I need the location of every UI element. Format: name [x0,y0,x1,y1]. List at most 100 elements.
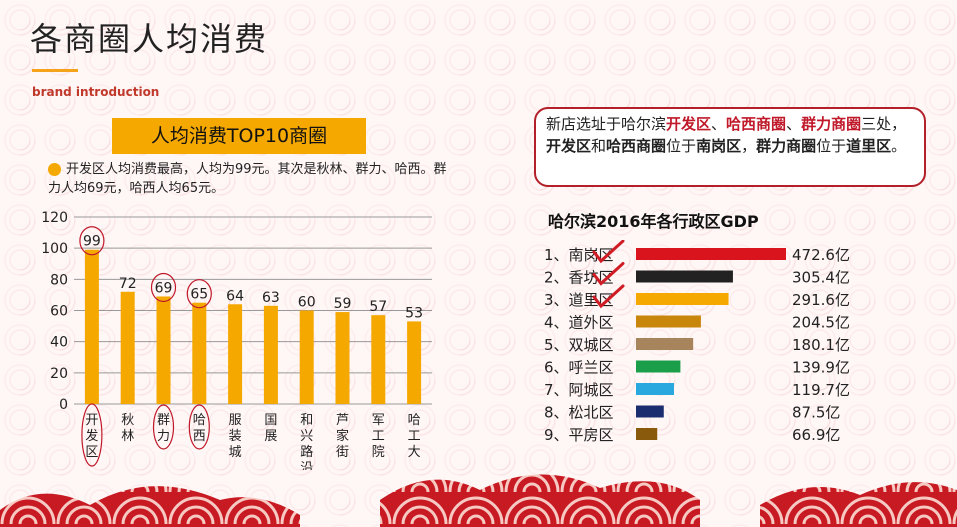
callout-highlight: 哈西商圈 [606,137,667,155]
x-tick-label: 街 [336,445,349,460]
x-tick-label: 城 [229,445,242,460]
data-label: 63 [262,290,280,306]
x-tick-label: 力 [157,429,170,444]
callout-text: 、 [786,115,802,133]
x-tick-label: 服 [229,413,242,428]
value-label: 305.4亿 [792,269,850,287]
bar [335,312,350,404]
x-tick-label: 院 [372,445,385,460]
x-tick-label: 大 [408,445,421,460]
value-label: 87.5亿 [792,404,840,422]
callout-highlight: 群力商圈 [756,137,817,155]
data-label: 64 [226,288,244,304]
gdp-bar [636,428,658,440]
row-label: 1、南岗区 [544,246,614,264]
gdp-bar-chart: 1、南岗区 472.6亿 2、香坊区 305.4亿 3、道里区 291.6亿 4、道外区 20… [544,240,850,444]
callout-text: 、 [711,115,727,133]
x-tick-label: 芦 [336,413,349,428]
callout-text: 位于 [816,137,847,155]
highlight-label-circle [188,404,210,450]
x-tick-label: 发 [85,428,98,444]
bar [156,296,171,404]
x-tick-label: 军 [372,413,385,428]
gdp-bar [636,338,694,350]
data-label: 72 [119,276,137,292]
check-icon [592,240,625,264]
x-tick-label: 工 [408,429,421,444]
callout-highlight: 道里区 [846,137,892,155]
consumption-chart-heading: 人均消费TOP10商圈 [112,118,366,154]
y-tick-label: 60 [50,304,68,320]
highlight-circle [79,226,105,256]
value-label: 291.6亿 [792,291,850,309]
data-label: 99 [83,234,101,250]
data-label: 60 [298,295,316,311]
gdp-bar [636,383,674,395]
x-tick-label: 兴 [300,429,313,444]
callout-highlight: 群力商圈 [801,115,862,133]
consumption-bar-chart: 0 20 40 60 80 100 120 99 开发区 72 秋林 69 群力 65 哈西 64 服装城 63 国… [41,210,432,470]
y-tick-label: 0 [59,397,68,413]
row-label: 4、道外区 [544,314,614,332]
row-label: 2、香坊区 [544,269,614,287]
data-label: 57 [369,299,387,315]
callout-text: ， [741,137,757,155]
title-accent-bar [32,69,78,72]
row-label: 7、阿城区 [544,381,614,399]
row-label: 9、平房区 [544,426,614,444]
value-label: 472.6亿 [792,246,850,264]
row-label: 3、道里区 [544,291,614,309]
check-icon [592,262,625,286]
x-tick-label: 路 [300,444,313,460]
x-tick-label: 西 [193,429,206,444]
x-tick-label: 哈 [408,413,421,428]
value-label: 204.5亿 [792,314,850,332]
gdp-bar [636,248,786,260]
data-label: 53 [405,305,423,321]
x-tick-label: 秋 [121,413,134,428]
y-tick-label: 40 [50,335,68,351]
y-tick-label: 80 [50,272,68,288]
bar [263,305,278,404]
bar [371,315,386,404]
highlight-circle [186,279,212,309]
consumption-note: 开发区人均消费最高，人均为99元。其次是秋林、群力、哈西。群力人均69元，哈西人… [48,162,447,196]
value-label: 119.7亿 [792,381,850,399]
gdp-bar [636,270,733,283]
y-tick-label: 100 [41,241,68,257]
page-subtitle: brand introduction [32,85,160,99]
check-icon [592,284,625,309]
bar [228,304,243,404]
callout-highlight: 开发区 [546,137,592,155]
value-label: 66.9亿 [792,426,840,444]
bar [192,302,207,404]
highlight-label-circle [152,404,175,450]
gdp-chart-title: 哈尔滨2016年各行政区GDP [548,212,759,231]
page-title: 各商圈人均消费 [30,20,269,58]
x-tick-label: 区 [85,445,98,460]
x-tick-label: 家 [336,428,349,444]
callout-text: 新店选址于哈尔滨 [546,115,667,133]
row-label: 5、双城区 [544,336,614,354]
highlight-label-circle [81,403,103,467]
x-tick-label: 展 [264,429,277,444]
value-label: 139.9亿 [792,359,850,377]
x-tick-label: 群 [157,413,170,428]
gdp-bar [636,315,701,328]
bar [120,291,135,404]
callout-highlight: 南岗区 [696,137,742,155]
callout-text: 位于 [666,137,697,155]
bar [299,310,314,404]
x-tick-label: 林 [121,429,134,444]
x-tick-label: 国 [264,413,277,428]
gdp-bar [636,405,664,418]
x-tick-label: 沿 [300,461,313,470]
data-label: 59 [334,296,352,312]
data-label: 69 [155,280,173,296]
x-tick-label: 哈 [193,413,206,428]
x-tick-label: 装 [229,429,242,444]
x-tick-label: 工 [372,429,385,444]
row-label: 8、松北区 [544,404,614,422]
site-selection-callout: 新店选址于哈尔滨开发区、哈西商圈、群力商圈三处，开发区和哈西商圈位于南岗区，群力… [534,107,926,187]
y-tick-label: 120 [41,210,68,226]
